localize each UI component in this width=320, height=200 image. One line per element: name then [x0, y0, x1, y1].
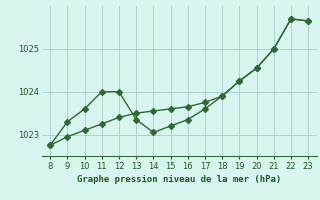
X-axis label: Graphe pression niveau de la mer (hPa): Graphe pression niveau de la mer (hPa): [77, 175, 281, 184]
